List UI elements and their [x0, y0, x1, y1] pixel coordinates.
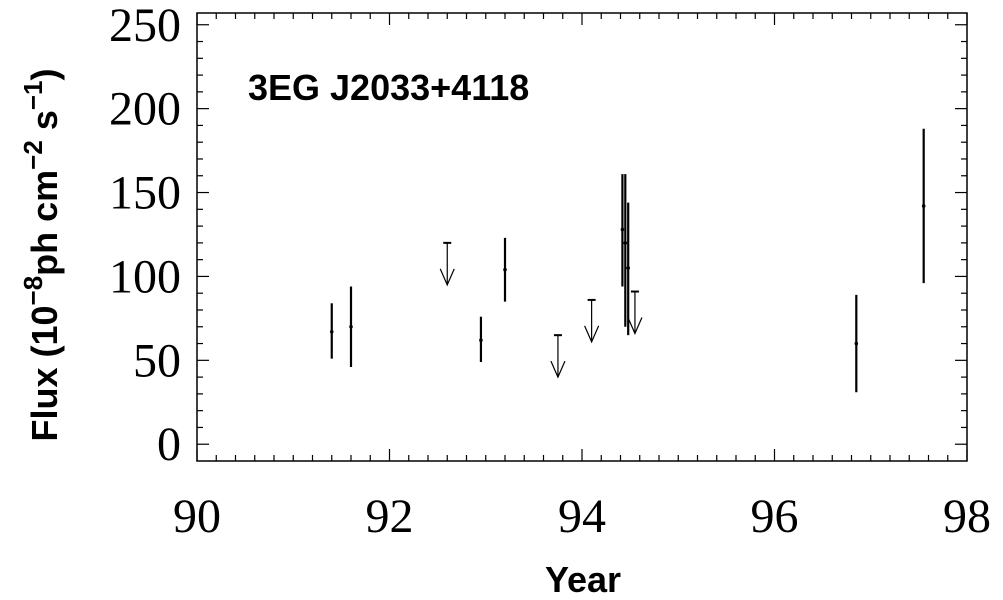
upper-limit-arrowhead — [584, 325, 600, 344]
upper-limit-arrowhead — [550, 360, 566, 379]
data-point — [620, 227, 625, 232]
data-point — [329, 330, 334, 334]
y-axis-label-main: Flux (10 — [24, 305, 65, 441]
data-point — [921, 204, 926, 208]
data-points — [329, 128, 926, 393]
y-tick-label: 150 — [109, 167, 181, 220]
upper-limit-arrowhead — [439, 268, 455, 287]
y-axis-label-end: ) — [24, 68, 65, 80]
upper-limits — [439, 241, 643, 379]
y-axis-label: Flux (10−8ph cm−2 s−1) — [18, 68, 65, 441]
y-axis-label-exp-2: −2 — [18, 140, 48, 170]
y-tick-label: 50 — [133, 334, 181, 387]
y-tick-label: 200 — [109, 83, 181, 136]
y-tick-label: 0 — [157, 418, 181, 471]
data-point — [349, 324, 353, 329]
data-point — [623, 241, 628, 245]
chart-title: 3EG J2033+4118 — [248, 67, 529, 108]
y-axis-label-exp-3: −1 — [18, 80, 48, 110]
y-tick-label: 100 — [109, 250, 181, 303]
y-tick-label: 250 — [109, 0, 181, 52]
y-tick-labels: 0 50 100 150 200 250 — [109, 0, 181, 471]
data-point — [626, 266, 630, 270]
data-point — [503, 267, 507, 272]
upper-limit-arrowhead — [627, 317, 643, 336]
tick-marks — [196, 13, 968, 461]
y-axis-label-mid-2: s — [24, 110, 65, 140]
x-tick-label: 90 — [173, 490, 221, 543]
x-axis-label: Year — [545, 559, 621, 600]
x-tick-label: 96 — [751, 490, 799, 543]
y-axis-label-exp-1: −8 — [18, 276, 48, 306]
data-point — [479, 338, 483, 342]
x-tick-label: 94 — [558, 490, 606, 543]
x-tick-label: 92 — [366, 490, 414, 543]
x-tick-labels: 90 92 94 96 98 — [173, 490, 991, 543]
data-point — [854, 341, 859, 346]
y-axis-label-mid: ph cm — [24, 170, 65, 276]
x-tick-label: 98 — [943, 490, 991, 543]
